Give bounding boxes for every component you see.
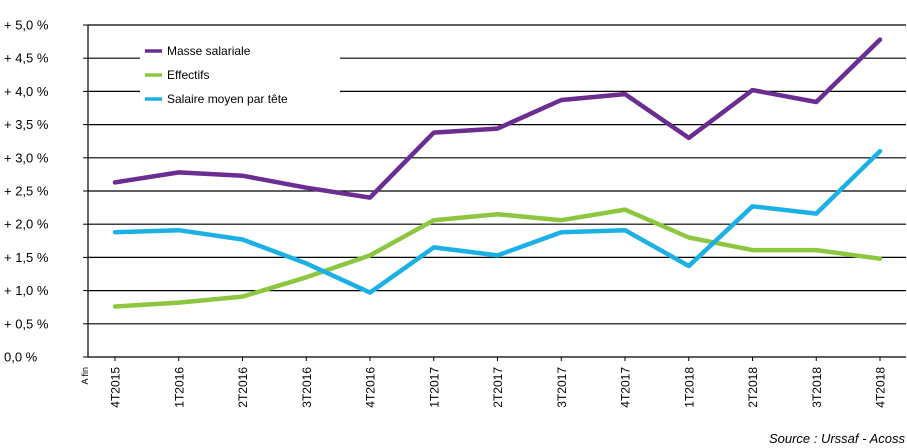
legend-label: Masse salariale: [167, 44, 251, 58]
y-tick-label: + 5,0 %: [4, 18, 49, 33]
y-tick-label: + 2,5 %: [4, 184, 49, 199]
y-tick-label: + 0,5 %: [4, 316, 49, 331]
legend-label: Salaire moyen par tête: [167, 92, 288, 106]
x-tick-label: 4T2017: [619, 367, 633, 408]
x-tick-label: 3T2016: [300, 367, 314, 408]
y-tick-label: + 3,5 %: [4, 117, 49, 132]
x-tick-label: 1T2018: [682, 367, 696, 408]
series-lines: [112, 37, 883, 309]
x-tick-label: 2T2017: [491, 367, 505, 408]
legend-label: Effectifs: [167, 68, 209, 82]
legend: Masse salariale Effectifs Salaire moyen pa…: [145, 44, 288, 106]
y-tick-label: + 2,0 %: [4, 217, 49, 232]
y-tick-label: + 4,0 %: [4, 84, 49, 99]
x-tick-label: 3T2018: [810, 367, 824, 408]
series-line-0: [112, 37, 883, 200]
y-tick-label: + 4,5 %: [4, 51, 49, 66]
y-axis: 0,0 % + 0,5 % + 1,0 % + 1,5 % + 2,0 % + 2,5 %…: [4, 18, 89, 365]
x-tick-label: 1T2016: [172, 367, 186, 408]
source-note: Source : Urssaf - Acoss: [769, 431, 906, 446]
series-line-1: [112, 207, 883, 309]
y-tick-label: + 3,0 %: [4, 150, 49, 165]
x-tick-label: 1T2017: [427, 367, 441, 408]
series-line-2: [112, 148, 883, 295]
x-axis: 4T2015 1T2016 2T2016 3T2016 4T2016 1T2017 2T20…: [88, 356, 906, 408]
x-tick-label: 4T2018: [874, 367, 888, 408]
y-tick-label: + 1,0 %: [4, 283, 49, 298]
x-tick-label: 2T2018: [746, 367, 760, 408]
x-axis-prefix: A fin: [80, 367, 90, 385]
x-tick-label: 2T2016: [236, 367, 250, 408]
x-tick-label: 4T2016: [364, 367, 378, 408]
x-tick-label: 4T2015: [109, 367, 123, 408]
y-tick-label: + 1,5 %: [4, 250, 49, 265]
x-tick-label: 3T2017: [555, 367, 569, 408]
gridlines: [88, 24, 906, 325]
y-tick-label: 0,0 %: [4, 350, 38, 365]
